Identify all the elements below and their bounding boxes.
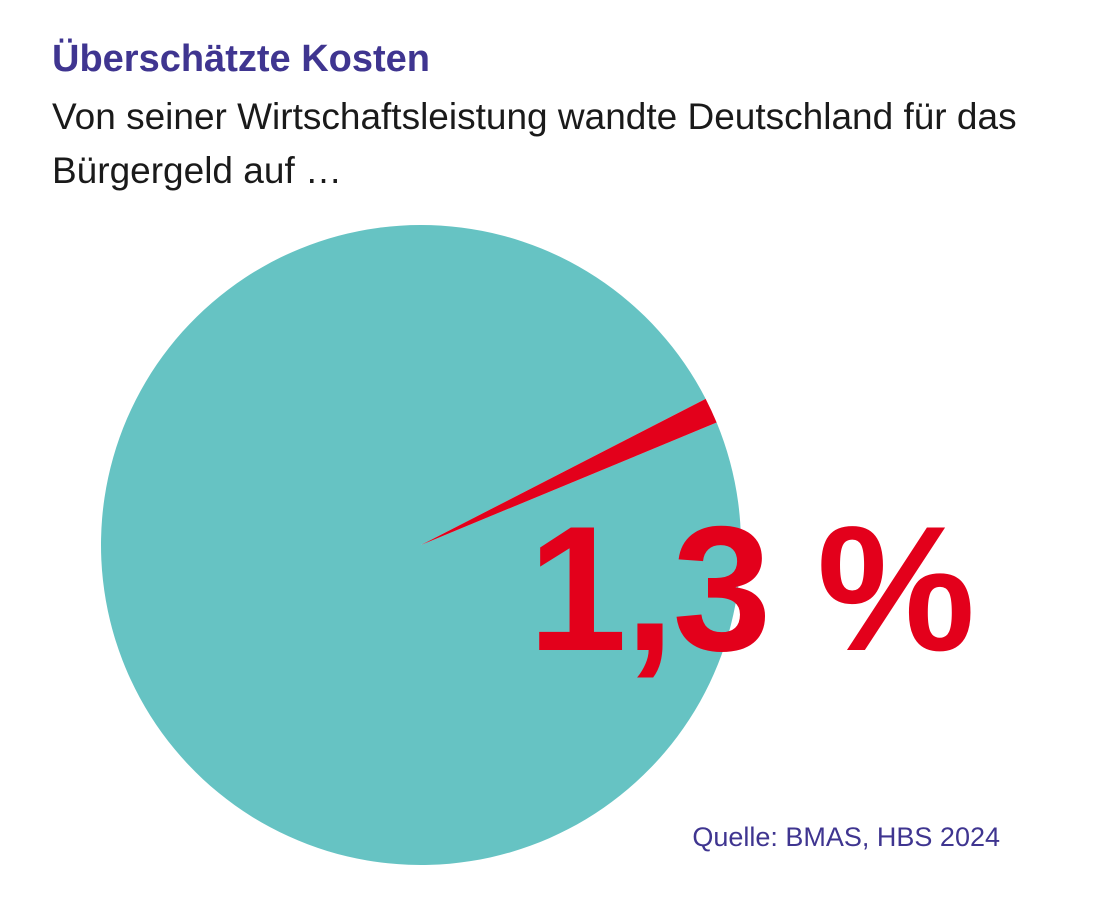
pie-slice-remainder	[101, 225, 742, 866]
pie-slice-highlight	[421, 398, 717, 545]
source-note: Quelle: BMAS, HBS 2024	[692, 822, 1000, 852]
highlight-value-label: 1,3 %	[528, 489, 975, 688]
chart-subtitle: Von seiner Wirtschaftsleistung wandte De…	[52, 96, 1017, 191]
chart-title: Überschätzte Kosten	[52, 38, 430, 80]
